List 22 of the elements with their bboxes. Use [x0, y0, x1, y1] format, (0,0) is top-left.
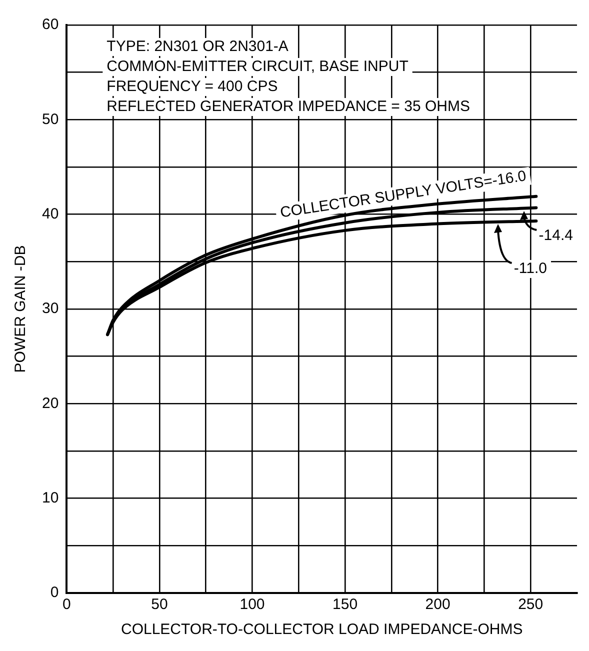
text: COLLECTOR SUPPLY VOLTS=-16.0: [279, 168, 528, 222]
x-tick-label: 150: [332, 596, 358, 614]
y-tick-label: 10: [42, 489, 59, 506]
annotation: TYPE: 2N301 OR 2N301-A: [106, 38, 288, 56]
y-tick-label: 0: [50, 584, 59, 602]
legend-label: -14.4: [538, 226, 574, 244]
x-tick-label: 50: [151, 596, 168, 614]
x-tick-label: 100: [240, 596, 265, 614]
annotation: FREQUENCY = 400 CPS: [106, 78, 278, 96]
annotation: COMMON-EMITTER CIRCUIT, BASE INPUT: [106, 58, 408, 76]
y-axis-title: POWER GAIN -DB: [12, 245, 30, 373]
y-tick-label: 60: [42, 16, 59, 34]
annotation: REFLECTED GENERATOR IMPEDANCE = 35 OHMS: [106, 98, 470, 116]
legend-label: -11.0: [514, 260, 547, 278]
x-tick-label: 0: [62, 596, 71, 614]
y-tick-label: 30: [42, 300, 59, 318]
y-tick-label: 20: [42, 394, 59, 412]
x-tick-label: 250: [518, 596, 544, 614]
y-tick-label: 40: [42, 205, 59, 222]
x-axis-title: COLLECTOR-TO-COLLECTOR LOAD IMPEDANCE-OHMS: [120, 621, 523, 638]
x-tick-label: 200: [425, 596, 450, 614]
y-tick-label: 50: [42, 110, 59, 128]
